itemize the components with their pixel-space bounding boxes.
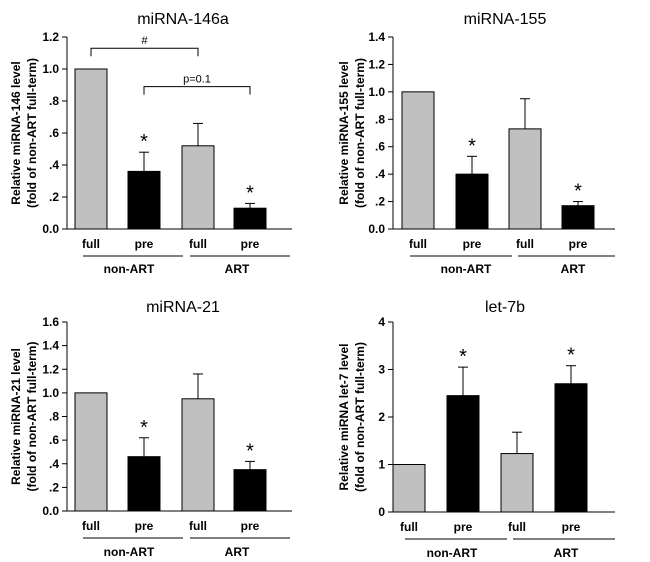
chart-panel-2: miRNA-155 Relative miRNA-155 level (fold o… [337,11,615,276]
y-axis-label-sub: (fold of non-ART full-term) [25,58,39,208]
y-tick-label: .4 [375,167,385,181]
y-tick-label: 0.0 [42,222,59,236]
y-tick-label: 0 [378,505,385,519]
bar-pre [446,395,480,513]
bar-full [508,128,542,230]
x-category-label: pre [562,520,581,534]
y-tick-label: 1.0 [42,386,59,400]
x-category-label: full [82,519,100,533]
significance-star: * [574,181,582,203]
y-tick-label: .8 [375,112,385,126]
group-label: non-ART [427,546,478,560]
group-label: non-ART [441,262,492,276]
bar-full [181,145,215,230]
bar-pre [554,383,588,513]
bracket-label: # [141,35,148,47]
y-axis-label: Relative miRNA-155 level [337,61,351,204]
group-label: non-ART [104,545,155,559]
significance-star: * [459,346,467,368]
y-axis-label: Relative miRNA let-7 level [337,344,351,491]
significance-star: * [246,182,254,204]
x-category-label: pre [241,237,260,251]
y-tick-label: 1.2 [42,362,59,376]
y-tick-label: 2 [378,410,385,424]
y-tick-label: 1.0 [42,62,59,76]
y-tick-label: 3 [378,363,385,377]
y-tick-label: 0.0 [42,504,59,518]
y-tick-label: .6 [49,126,59,140]
bracket-label: p=0.1 [183,74,211,86]
bar-full [74,392,108,512]
y-tick-label: 1.4 [42,339,59,353]
y-tick-label: .2 [49,480,59,494]
x-category-label: pre [135,237,154,251]
y-axis-label-sub: (fold of non-ART full-term) [25,342,39,492]
group-label: ART [225,262,250,276]
y-tick-label: .6 [49,433,59,447]
x-category-label: full [82,237,100,251]
significance-star: * [140,131,148,153]
bar-full [401,91,435,230]
x-category-label: full [400,520,418,534]
group-label: ART [561,262,586,276]
significance-star: * [140,417,148,439]
y-tick-label: .8 [49,94,59,108]
y-tick-label: .8 [49,410,59,424]
y-tick-label: .2 [375,195,385,209]
y-axis-label: Relative miRNA-146 level [9,61,23,204]
y-tick-label: 1.2 [368,57,385,71]
chart-title: miRNA-21 [146,299,220,316]
bar-full [181,398,215,512]
significance-star: * [567,345,575,367]
chart-panel-4: let-7b Relative miRNA let-7 level (fold of… [337,299,615,560]
bar-full [74,68,108,230]
chart-panel-3: miRNA-21 Relative miRNA-21 level (fold of … [9,299,292,559]
chart-title: let-7b [485,299,525,316]
y-tick-label: 1.4 [368,30,385,44]
group-label: ART [225,545,250,559]
x-category-label: full [508,520,526,534]
bar-full [392,464,426,513]
bar-pre [455,173,489,230]
y-tick-label: .4 [49,457,59,471]
y-tick-label: 1.6 [42,315,59,329]
y-tick-label: 1.0 [368,85,385,99]
significance-star: * [468,135,476,157]
chart-panel-1: miRNA-146a Relative miRNA-146 level (fold … [9,11,292,276]
x-category-label: full [189,237,207,251]
bar-pre [561,205,595,230]
bar-pre [127,456,161,512]
y-axis-label-sub: (fold of non-ART full-term) [353,58,367,208]
x-category-label: pre [135,519,154,533]
chart-title: miRNA-155 [464,11,547,28]
y-tick-label: 1.2 [42,30,59,44]
bar-pre [127,170,161,230]
comparison-bracket [143,86,251,95]
y-tick-label: .6 [375,140,385,154]
comparison-bracket [90,47,199,57]
x-category-label: full [409,237,427,251]
bar-pre [233,469,267,512]
bar-full [500,453,534,513]
bar-pre [233,207,267,230]
y-tick-label: 0.0 [368,222,385,236]
y-tick-label: 1 [378,458,385,472]
group-label: ART [554,546,579,560]
y-axis-label: Relative miRNA-21 level [9,348,23,485]
y-tick-label: .2 [49,190,59,204]
y-tick-label: 4 [378,315,385,329]
x-category-label: full [189,519,207,533]
significance-star: * [246,440,254,462]
chart-title: miRNA-146a [137,11,229,28]
x-category-label: pre [454,520,473,534]
y-axis-label-sub: (fold of non-ART full-term) [353,342,367,492]
y-tick-label: .4 [49,158,59,172]
group-label: non-ART [104,262,155,276]
x-category-label: pre [463,237,482,251]
x-category-label: pre [241,519,260,533]
x-category-label: pre [569,237,588,251]
x-category-label: full [516,237,534,251]
